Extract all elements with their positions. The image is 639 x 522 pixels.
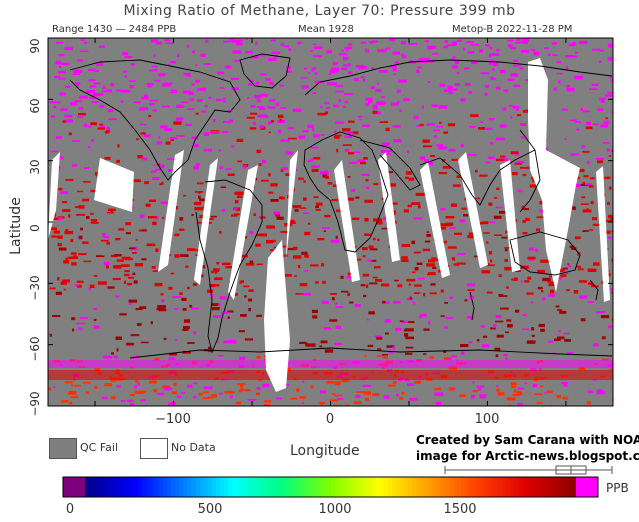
satellite-date-label: Metop-B 2022-11-28 PM	[452, 24, 573, 35]
x-axis-label: Longitude	[290, 443, 360, 459]
no-data-swatch	[140, 438, 168, 459]
xtick-label: 0	[325, 412, 335, 427]
colorbar-tick: 1000	[318, 502, 352, 517]
no-data-label: No Data	[171, 441, 216, 454]
ytick-label: 60	[28, 98, 42, 114]
credit-line-2: image for Arctic-news.blogspot.com	[416, 449, 639, 463]
ytick-label: 90	[28, 38, 42, 54]
colorbar-unit: PPB	[606, 481, 629, 495]
map-title: Mixing Ratio of Methane, Layer 70: Press…	[123, 3, 516, 19]
ytick-label: −30	[28, 275, 42, 301]
colorbar-tick: 0	[65, 502, 75, 517]
xtick-label: 100	[474, 412, 500, 427]
no-data-swaths	[48, 58, 610, 392]
qc-fail-label: QC Fail	[80, 441, 119, 454]
mean-label: Mean 1928	[298, 24, 354, 35]
range-label: Range 1430 — 2484 PPB	[52, 24, 177, 35]
scale-slider	[444, 465, 613, 475]
ytick-label: −60	[28, 336, 42, 362]
colorbar-tick: 1500	[443, 502, 477, 517]
colorbar	[63, 477, 598, 497]
map-background	[48, 38, 613, 406]
coastlines	[69, 53, 613, 359]
qc-fail-swatch	[49, 438, 77, 459]
axis-ticks	[48, 37, 613, 407]
ytick-label: 30	[28, 159, 42, 175]
colorbar-frame	[62, 476, 599, 498]
ytick-label: −90	[28, 391, 42, 417]
y-axis-label: Latitude	[8, 197, 24, 255]
ytick-label: 0	[28, 224, 42, 232]
colorbar-tick: 500	[197, 502, 223, 517]
credit-line-1: Created by Sam Carana with NOAA	[416, 433, 639, 447]
xtick-label: −100	[155, 412, 191, 427]
